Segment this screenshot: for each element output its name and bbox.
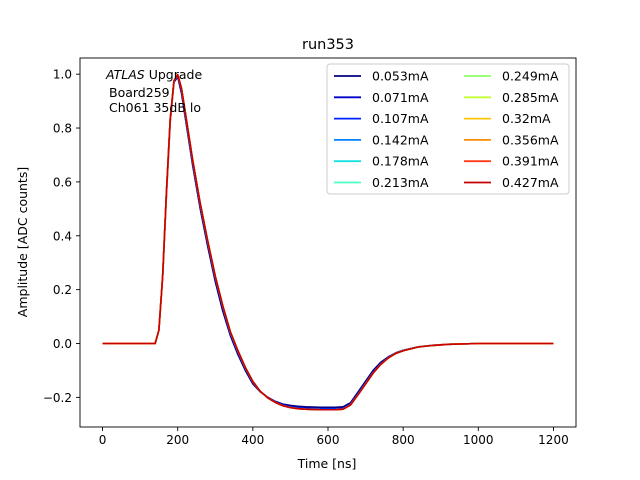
annotation-board: Board259 <box>109 85 170 100</box>
y-tick-label: 1.0 <box>53 68 72 82</box>
chart-title: run353 <box>302 37 354 53</box>
legend-entry: 0.071mA <box>372 90 429 105</box>
legend: 0.053mA 0.071mA 0.107mA 0.142mA 0.178mA 0.213… <box>326 63 570 195</box>
legend-box <box>326 63 570 195</box>
annotation-channel: Ch061 35dB lo <box>109 100 201 115</box>
y-axis-label: Amplitude [ADC counts] <box>15 167 30 317</box>
legend-entry: 0.356mA <box>502 132 559 147</box>
x-tick-label: 600 <box>317 433 340 447</box>
x-tick-label: 0 <box>99 433 107 447</box>
legend-entry: 0.213mA <box>372 175 429 190</box>
annotation-line-1: ATLAS Upgrade <box>105 67 202 82</box>
axes-layer: 0 200 400 600 800 1000 1200 −0.2 0.0 0.2 0.4 0.6 0.8… <box>43 57 577 447</box>
annotation-upgrade: Upgrade <box>145 67 203 82</box>
legend-entry: 0.427mA <box>502 175 559 190</box>
y-tick-label: −0.2 <box>43 391 72 405</box>
x-tick-label: 1200 <box>538 433 569 447</box>
legend-entry: 0.285mA <box>502 90 559 105</box>
y-tick-label: 0.8 <box>53 122 72 136</box>
series-line-0.427mA <box>102 73 554 411</box>
y-tick-label: 0.6 <box>53 175 72 189</box>
annotation-layer: ATLAS Upgrade Board259 Ch061 35dB lo <box>105 67 202 115</box>
x-tick-label: 800 <box>392 433 415 447</box>
x-tick-label: 400 <box>241 433 264 447</box>
annotation-atlas: ATLAS <box>105 67 145 82</box>
x-tick-label: 1000 <box>463 433 494 447</box>
y-tick-label: 0.2 <box>53 283 72 297</box>
series-layer <box>102 73 554 411</box>
legend-entry: 0.178mA <box>372 154 429 169</box>
legend-entry: 0.053mA <box>372 69 429 84</box>
y-tick-label: 0.0 <box>53 337 72 351</box>
legend-entry: 0.107mA <box>372 111 429 126</box>
legend-entry: 0.142mA <box>372 132 429 147</box>
x-axis-label: Time [ns] <box>297 456 357 471</box>
legend-entry: 0.32mA <box>502 111 551 126</box>
legend-entry: 0.249mA <box>502 69 559 84</box>
legend-entry: 0.391mA <box>502 154 559 169</box>
y-tick-label: 0.4 <box>53 229 72 243</box>
x-tick-label: 200 <box>166 433 189 447</box>
